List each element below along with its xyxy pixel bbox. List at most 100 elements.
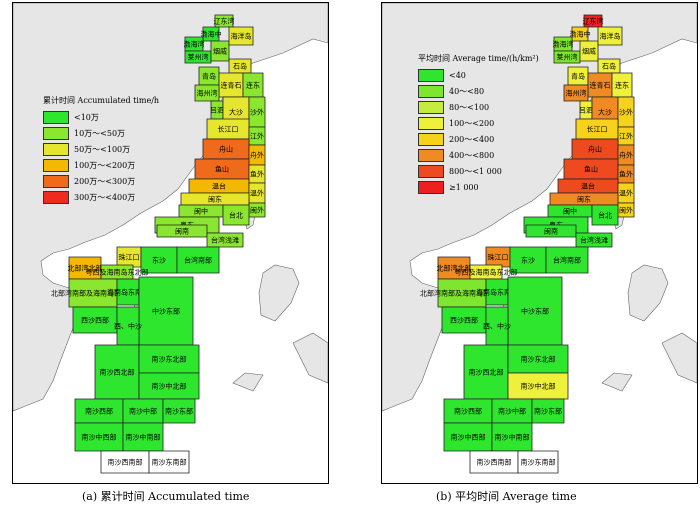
region-label: 长江口 <box>218 125 239 134</box>
region-label: 东沙 <box>521 256 535 265</box>
region-bohaiwan: 渤海湾 <box>184 36 205 52</box>
region-lianqingshi: 连青石 <box>587 72 613 98</box>
region-label: 台湾浅滩 <box>211 236 239 245</box>
region-haizhouwan: 海州湾 <box>194 84 220 102</box>
legend-title: 累计时间 Accumulated time/h <box>43 96 160 105</box>
region-label: 中沙东部 <box>152 307 180 316</box>
legend-item: ≥1 000 <box>418 179 539 195</box>
legend-item: 80～<100 <box>418 99 539 115</box>
region-label: 石岛 <box>233 62 247 71</box>
region-cell <box>597 26 623 46</box>
region-liandong: 连东 <box>611 72 633 98</box>
islands <box>132 194 328 392</box>
region-label: 台湾南部 <box>553 256 581 265</box>
region-haiyangdao: 海洋岛 <box>228 26 254 46</box>
region-label: 北部湾北部 <box>437 264 472 273</box>
map-panel-accumulated: 辽东湾 渤海中 渤海湾 莱州湾 烟威 海洋岛 石岛 青岛 连青石 海州湾 连东 吕泗 大沙 沙外 长江口 江外… <box>12 2 329 484</box>
region-lvsi: 吕泗 <box>210 100 224 120</box>
region-cell <box>531 398 565 424</box>
region-label: 粤西及海南岛东北部 <box>86 268 149 277</box>
region-yuwai: 鱼外 <box>248 164 266 184</box>
region-lianqingshi: 连青石 <box>218 72 244 98</box>
region-lvsi: 吕泗 <box>579 100 593 120</box>
region-label: 闽东 <box>577 195 591 204</box>
region-changjiangkou: 长江口 <box>206 118 250 140</box>
region-taiwannanbu: 台湾南部 <box>545 246 589 274</box>
legend-label: 80～<100 <box>449 102 490 112</box>
region-label: 烟威 <box>582 47 596 56</box>
region-wentai: 温台 <box>188 178 250 194</box>
region-label: 粤西及海南岛东北部 <box>455 268 518 277</box>
region-label: 温台 <box>212 182 226 191</box>
legend-item: 300万～<400万 <box>43 189 159 205</box>
region-label: 温台 <box>581 182 595 191</box>
region-label: 江外 <box>250 132 264 141</box>
region-cell <box>222 204 250 226</box>
region-jiangwai: 江外 <box>248 126 266 146</box>
region-label: 南沙中西部 <box>451 433 486 442</box>
region-label: 南沙东部 <box>534 407 562 416</box>
region-label: 莱州湾 <box>188 53 209 62</box>
region-cell <box>591 204 619 226</box>
legend-label: 200万～<300万 <box>74 176 136 186</box>
region-label: 鱼山 <box>215 165 229 174</box>
region-nanshadongbu: 南沙东部 <box>531 398 565 424</box>
region-label: 珠江口 <box>488 253 509 262</box>
region-label: 石岛 <box>602 62 616 71</box>
region-label: 闽外 <box>619 206 633 215</box>
region-label: 辽东湾 <box>214 17 235 26</box>
region-haiyangdao: 海洋岛 <box>597 26 623 46</box>
region-nanshadongbei: 南沙东北部 <box>507 344 569 374</box>
legend-item: 400～<800 <box>418 147 539 163</box>
region-label: 南沙中西部 <box>82 433 117 442</box>
legend-swatch <box>418 180 444 194</box>
region-jiangwai: 江外 <box>617 126 635 146</box>
legend-swatch <box>418 132 444 146</box>
region-nanshaxibei: 南沙西北部 <box>463 344 509 400</box>
region-taiwannanbu: 台湾南部 <box>176 246 220 274</box>
region-minnan: 闽南 <box>525 224 577 238</box>
region-label: 珠江口 <box>119 253 140 262</box>
region-label: 南沙西南部 <box>108 458 143 467</box>
legend-swatch <box>418 68 444 82</box>
region-label: 舟山 <box>219 145 233 154</box>
islands <box>501 194 697 392</box>
map-panel-average: 辽东湾 渤海中 渤海湾 莱州湾 烟威 海洋岛 石岛 青岛 连青石 海州湾 连东 吕泗 大沙 沙外 长江口 江外… <box>381 2 698 484</box>
region-changjiangkou: 长江口 <box>575 118 619 140</box>
legend-swatch <box>43 142 69 156</box>
region-label: 南沙中部 <box>498 407 526 416</box>
legend-item: 200～<400 <box>418 131 539 147</box>
region-zhujiangkou: 珠江口 <box>116 246 142 268</box>
region-xishaxibu: 西沙西部 <box>72 306 118 334</box>
legend-swatch <box>418 164 444 178</box>
region-cell <box>148 450 190 474</box>
region-zhouwai: 舟外 <box>617 144 635 166</box>
legend-average: 平均时间 Average time/(h/km²) <40 40～<80 80～<1… <box>418 53 539 195</box>
region-laizhouwan: 莱州湾 <box>553 50 581 64</box>
region-nanshazhongxibu: 南沙中西部 <box>443 422 493 452</box>
region-bohaiwan: 渤海湾 <box>553 36 574 52</box>
legend-swatch <box>43 110 69 124</box>
region-label: 鱼外 <box>250 170 264 179</box>
region-minzhong: 闽中 <box>547 204 593 218</box>
region-minzhong: 闽中 <box>178 204 224 218</box>
region-nanshazhongxibu: 南沙中西部 <box>74 422 124 452</box>
region-cell <box>184 50 212 64</box>
region-nanshaxinanbu: 南沙西南部 <box>100 450 150 474</box>
legend-label: 800～<1 000 <box>449 166 502 176</box>
legend-swatch <box>43 158 69 172</box>
legend-label: <10万 <box>74 112 99 122</box>
region-nanshazhongbei: 南沙中北部 <box>507 372 569 400</box>
region-nanshadongbu: 南沙东部 <box>162 398 196 424</box>
region-label: 连东 <box>615 81 629 90</box>
region-label: 闽东 <box>208 195 222 204</box>
region-shawai: 沙外 <box>617 96 635 128</box>
region-label: 沙外 <box>250 108 264 117</box>
region-wenwai: 温外 <box>248 182 266 204</box>
legend-label: 300万～<400万 <box>74 192 136 202</box>
region-zhoushan: 舟山 <box>202 138 250 160</box>
region-label: 南沙东北部 <box>521 355 556 364</box>
region-label: 闽南 <box>175 227 189 236</box>
legend-item: 40～<80 <box>418 83 539 99</box>
